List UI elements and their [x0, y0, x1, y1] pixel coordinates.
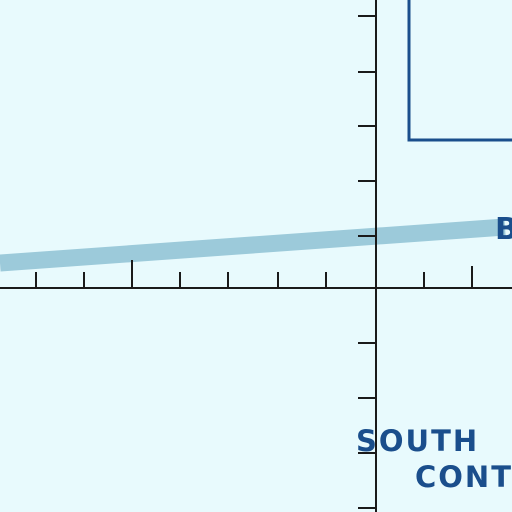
route-band	[0, 218, 506, 272]
vertical-ticks	[358, 15, 376, 509]
route-label: B	[495, 212, 512, 247]
boundary-outline	[407, 0, 512, 142]
horizontal-ticks	[35, 260, 473, 288]
region-label-south: SOUTH	[356, 424, 480, 458]
region-label-cont: CONT	[415, 460, 512, 494]
